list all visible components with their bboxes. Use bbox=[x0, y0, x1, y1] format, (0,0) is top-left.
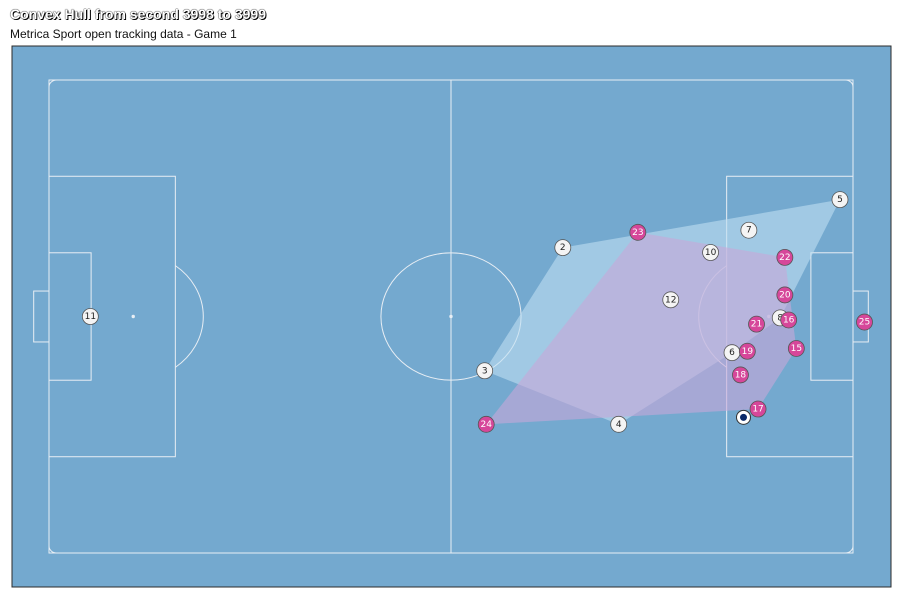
home-player-marker bbox=[732, 366, 749, 384]
left-penalty-arc bbox=[175, 265, 204, 368]
home-player-number: 16 bbox=[783, 315, 795, 325]
home-player-number: 24 bbox=[480, 420, 492, 430]
left-corner-arc bbox=[48, 545, 57, 554]
ball bbox=[736, 409, 752, 425]
home-player-marker bbox=[629, 223, 647, 241]
away-player-3: 3 bbox=[476, 362, 494, 380]
center-spot bbox=[449, 314, 453, 319]
home-player-marker bbox=[780, 311, 798, 329]
away-player-marker bbox=[831, 191, 849, 209]
ball-inner bbox=[740, 413, 748, 421]
away-player-5: 5 bbox=[831, 191, 849, 209]
home-player-number: 25 bbox=[859, 318, 870, 328]
away-player-12: 12 bbox=[662, 291, 680, 309]
home-player-number: 18 bbox=[735, 370, 747, 380]
home-player-marker bbox=[776, 248, 794, 266]
home-player-16: 16 bbox=[780, 311, 798, 329]
home-player-number: 17 bbox=[752, 405, 763, 415]
home-player-marker bbox=[738, 342, 756, 360]
away-player-6: 6 bbox=[723, 344, 741, 362]
home-player-number: 20 bbox=[779, 290, 791, 300]
home-player-21: 21 bbox=[748, 315, 765, 333]
home-player-marker bbox=[477, 415, 495, 433]
home-player-20: 20 bbox=[776, 286, 794, 304]
home-player-15: 15 bbox=[787, 340, 805, 357]
away-player-marker bbox=[702, 244, 719, 261]
home-player-number: 15 bbox=[791, 344, 802, 354]
away-player-number: 2 bbox=[560, 243, 566, 253]
away-player-10: 10 bbox=[702, 244, 719, 261]
away-player-marker bbox=[662, 291, 680, 309]
away-player-marker bbox=[740, 221, 758, 239]
left-penalty-spot bbox=[131, 314, 135, 319]
away-player-number: 3 bbox=[482, 366, 488, 376]
home-player-marker bbox=[776, 286, 794, 304]
home-player-marker bbox=[787, 340, 805, 357]
away-player-number: 8 bbox=[777, 313, 783, 323]
away-player-number: 4 bbox=[616, 420, 622, 430]
home-player-marker bbox=[856, 313, 873, 331]
away-player-2: 2 bbox=[554, 239, 572, 257]
home-player-25: 25 bbox=[856, 313, 873, 331]
away-player-marker bbox=[554, 239, 572, 257]
away-player-7: 7 bbox=[740, 221, 758, 239]
home-player-number: 23 bbox=[632, 228, 643, 238]
away-player-number: 12 bbox=[665, 295, 676, 305]
chart-subtitle: Metrica Sport open tracking data - Game … bbox=[10, 27, 237, 41]
home-team-convex-hull bbox=[486, 232, 797, 425]
away-player-marker bbox=[476, 362, 494, 380]
home-player-17: 17 bbox=[749, 400, 767, 418]
home-player-23: 23 bbox=[629, 223, 647, 241]
home-player-number: 21 bbox=[751, 320, 762, 330]
chart-title: Convex Hull from second 3998 to 3999 bbox=[10, 6, 266, 22]
home-player-marker bbox=[748, 315, 765, 333]
left-goal bbox=[33, 290, 50, 343]
away-player-number: 6 bbox=[729, 348, 735, 358]
right-corner-arc bbox=[845, 545, 854, 554]
away-player-marker bbox=[610, 415, 628, 433]
home-player-18: 18 bbox=[732, 366, 749, 384]
home-player-24: 24 bbox=[477, 415, 495, 433]
away-player-marker bbox=[81, 308, 99, 325]
home-player-number: 22 bbox=[779, 253, 790, 263]
home-player-19: 19 bbox=[738, 342, 756, 360]
away-player-11: 11 bbox=[81, 308, 99, 325]
away-player-number: 5 bbox=[837, 195, 843, 205]
left-corner-arc bbox=[48, 79, 57, 88]
right-corner-arc bbox=[845, 79, 854, 88]
away-player-number: 7 bbox=[746, 226, 752, 236]
away-player-number: 10 bbox=[705, 248, 717, 258]
home-player-marker bbox=[749, 400, 767, 418]
home-player-22: 22 bbox=[776, 248, 794, 266]
home-player-number: 19 bbox=[742, 347, 754, 357]
away-player-number: 11 bbox=[85, 312, 96, 322]
away-player-4: 4 bbox=[610, 415, 628, 433]
